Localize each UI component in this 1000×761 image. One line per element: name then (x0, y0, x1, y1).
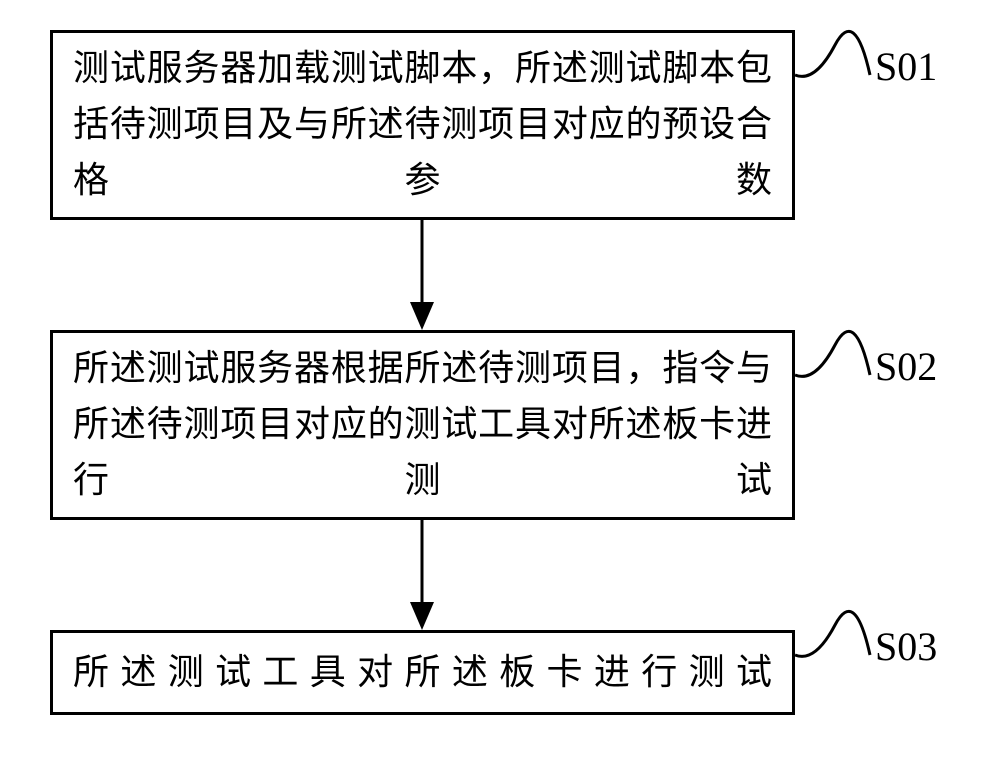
flowchart-canvas: 测试服务器加载测试脚本，所述测试脚本包括待测项目及与所述待测项目对应的预设合格参… (0, 0, 1000, 761)
flow-node-s01: 测试服务器加载测试脚本，所述测试脚本包括待测项目及与所述待测项目对应的预设合格参… (50, 30, 795, 220)
step-label-s03: S03 (875, 623, 937, 670)
step-label-s02: S02 (875, 343, 937, 390)
flow-node-s02-text: 所述测试服务器根据所述待测项目，指令与所述待测项目对应的测试工具对所述板卡进行测… (73, 341, 772, 508)
flow-node-s03: 所述测试工具对所述板卡进行测试 (50, 630, 795, 715)
step-label-s01: S01 (875, 43, 937, 90)
flow-node-s02: 所述测试服务器根据所述待测项目，指令与所述待测项目对应的测试工具对所述板卡进行测… (50, 330, 795, 520)
flow-node-s03-text: 所述测试工具对所述板卡进行测试 (73, 645, 772, 701)
flow-node-s01-text: 测试服务器加载测试脚本，所述测试脚本包括待测项目及与所述待测项目对应的预设合格参… (73, 41, 772, 208)
